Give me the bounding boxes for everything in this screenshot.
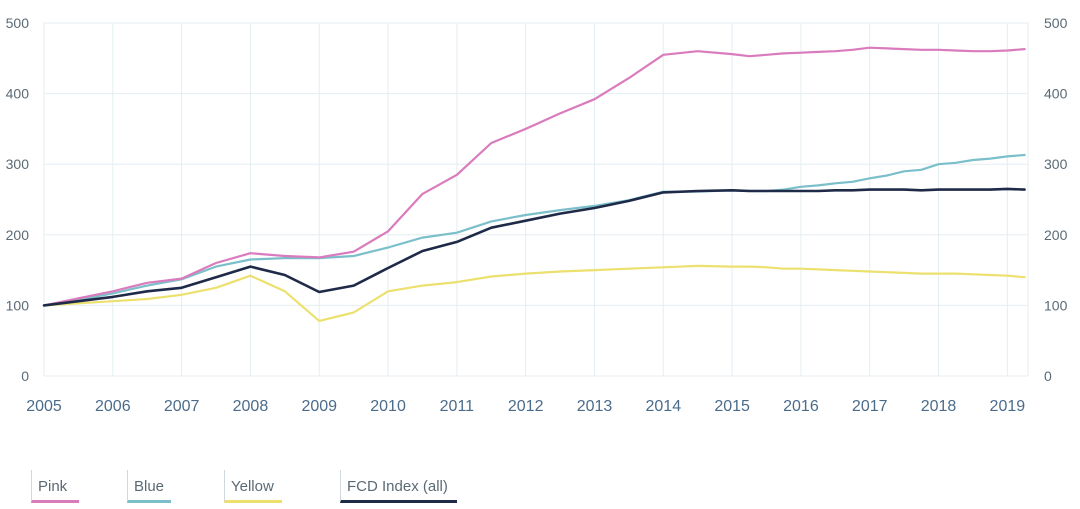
- legend: Pink Blue Yellow FCD Index (all): [0, 470, 1080, 506]
- grid: [43, 22, 1029, 377]
- y-tick-right: 400: [1044, 86, 1068, 102]
- x-tick-label: 2016: [783, 398, 819, 415]
- x-tick-label: 2005: [26, 398, 62, 415]
- legend-label: Yellow: [231, 478, 274, 495]
- series-line-blue: [42, 153, 1026, 307]
- x-tick-label: 2007: [164, 398, 200, 415]
- y-axis-left: 0 100 200 300 400 500: [6, 15, 30, 384]
- y-tick-left: 500: [6, 15, 30, 31]
- x-tick-label: 2012: [508, 398, 544, 415]
- x-tick-label: 2008: [233, 398, 269, 415]
- x-tick-label: 2011: [440, 398, 475, 415]
- x-tick-label: 2013: [577, 398, 613, 415]
- y-tick-left: 300: [6, 156, 30, 172]
- y-tick-right: 0: [1044, 368, 1052, 384]
- legend-item-yellow[interactable]: Yellow: [224, 470, 282, 503]
- y-tick-left: 0: [21, 368, 29, 384]
- y-tick-right: 500: [1044, 15, 1068, 31]
- x-tick-label: 2006: [95, 398, 131, 415]
- x-tick-label: 2014: [646, 398, 682, 415]
- legend-label: Pink: [38, 478, 68, 495]
- y-axis-right: 0 100 200 300 400 500: [1044, 15, 1068, 384]
- x-tick-label: 2009: [301, 398, 337, 415]
- legend-label: Blue: [134, 478, 165, 495]
- y-tick-right: 100: [1044, 297, 1068, 313]
- x-tick-label: 2010: [370, 398, 406, 415]
- x-tick-label: 2015: [714, 398, 750, 415]
- series-lines: [42, 46, 1026, 322]
- y-tick-left: 100: [6, 297, 30, 313]
- legend-item-blue[interactable]: Blue: [127, 470, 171, 503]
- y-tick-right: 200: [1044, 227, 1068, 243]
- y-tick-right: 300: [1044, 156, 1068, 172]
- x-axis: 2005 2006 2007 2008 2009 2010 2011 2012 2013 2014…: [26, 398, 1025, 415]
- legend-label: FCD Index (all): [347, 478, 448, 495]
- legend-item-fcd-index-all[interactable]: FCD Index (all): [340, 470, 457, 503]
- x-tick-label: 2017: [852, 398, 888, 415]
- series-line-pink: [42, 46, 1026, 307]
- legend-item-pink[interactable]: Pink: [31, 470, 79, 503]
- y-tick-left: 400: [6, 86, 30, 102]
- y-tick-left: 200: [6, 227, 30, 243]
- x-tick-label: 2018: [921, 398, 957, 415]
- series-line-yellow: [42, 264, 1026, 322]
- x-tick-label: 2019: [990, 398, 1026, 415]
- series-line-fcd-index-all: [42, 187, 1026, 307]
